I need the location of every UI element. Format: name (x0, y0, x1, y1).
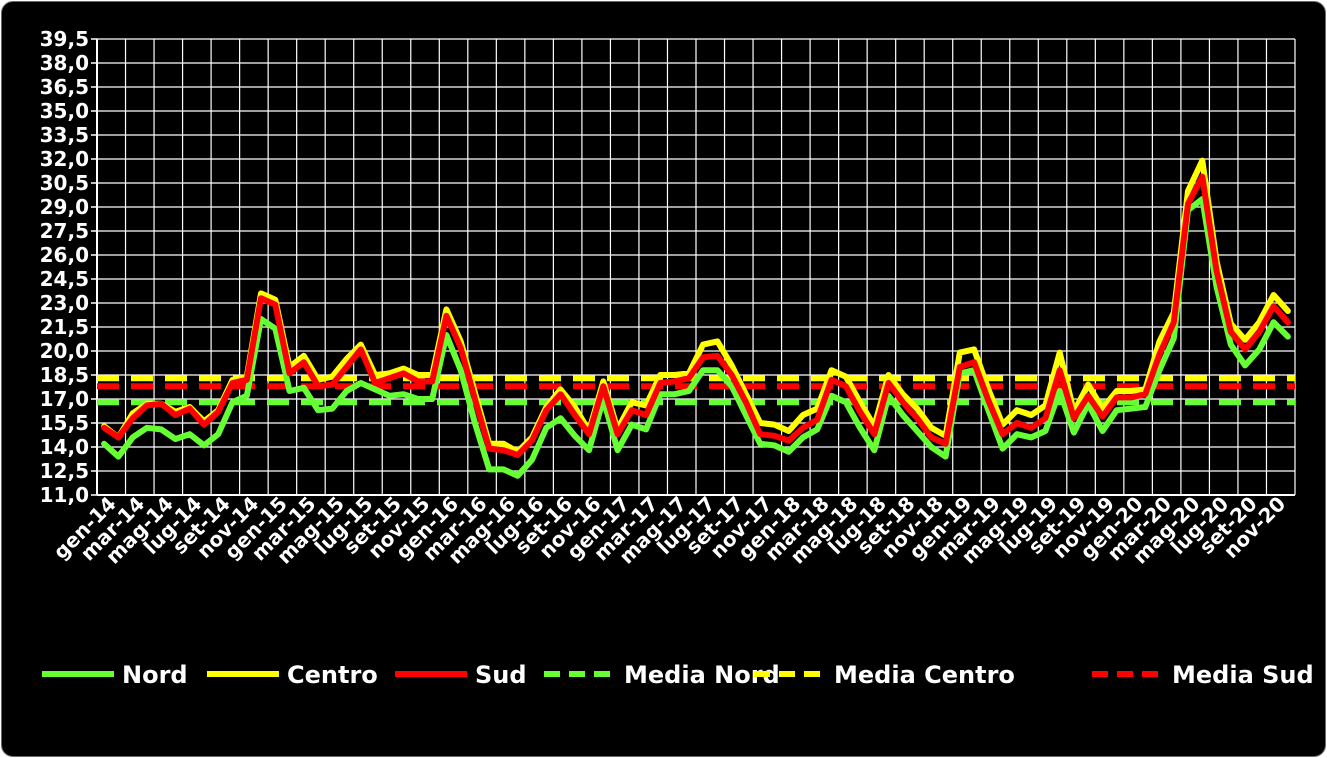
legend-label: Centro (287, 661, 378, 689)
legend-label: Media Sud (1172, 661, 1314, 689)
y-tick-label: 23,0 (40, 291, 89, 315)
y-tick-label: 17,0 (40, 387, 89, 411)
y-tick-label: 15,5 (40, 411, 89, 435)
y-tick-label: 39,5 (40, 27, 89, 51)
y-tick-label: 33,5 (40, 123, 89, 147)
legend-label: Nord (122, 661, 188, 689)
y-tick-label: 30,5 (40, 171, 89, 195)
y-tick-label: 11,0 (40, 483, 89, 507)
legend: Nord Centro Sud Media Nord Media Centro Media… (42, 661, 1314, 689)
y-tick-label: 12,5 (40, 459, 89, 483)
y-tick-label: 21,5 (40, 315, 89, 339)
y-tick-label: 35,0 (40, 99, 89, 123)
y-axis: 11,012,514,015,517,018,520,021,523,024,5… (40, 27, 98, 507)
y-tick-label: 36,5 (40, 75, 89, 99)
series-lines (97, 157, 1295, 479)
series-line-centro (101, 157, 1291, 455)
y-tick-label: 18,5 (40, 363, 89, 387)
y-tick-label: 26,0 (40, 243, 89, 267)
grid (96, 38, 1296, 496)
x-axis: gen-14mar-14mag-14lug-14set-14nov-14gen-… (48, 492, 1295, 568)
series-line-nord (101, 196, 1291, 479)
legend-label: Media Nord (624, 661, 780, 689)
legend-label: Media Centro (834, 661, 1015, 689)
legend-label: Sud (475, 661, 527, 689)
y-tick-label: 38,0 (40, 51, 89, 75)
y-tick-label: 29,0 (40, 195, 89, 219)
y-tick-label: 27,5 (40, 219, 89, 243)
series-line-sud (101, 173, 1291, 458)
y-tick-label: 24,5 (40, 267, 89, 291)
y-tick-label: 32,0 (40, 147, 89, 171)
y-tick-label: 14,0 (40, 435, 89, 459)
y-tick-label: 20,0 (40, 339, 89, 363)
